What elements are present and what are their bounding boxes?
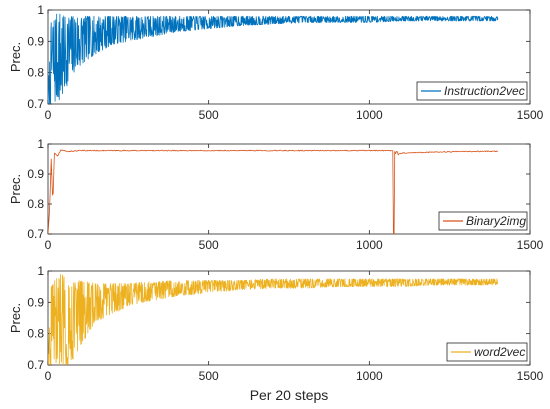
legend-label: Instruction2vec (444, 84, 525, 98)
chart-panel-1: 0 500 1000 1500 0.7 0.8 0.9 1 Prec. Instruction2v… (8, 3, 544, 122)
y-axis-label: Prec. (8, 42, 23, 72)
y-tick-label: 0.7 (27, 358, 44, 372)
series-line-binary2img (48, 149, 498, 234)
legend-box (416, 81, 528, 101)
x-tick-label: 500 (199, 369, 219, 383)
x-tick-label: 0 (45, 369, 52, 383)
y-axis-label: Prec. (8, 174, 23, 204)
chart-panel-2: 0 500 1000 1500 0.7 0.8 0.9 1 Prec. Binary2img (8, 137, 544, 252)
x-tick-label: 500 (199, 108, 219, 122)
legend-box (438, 211, 528, 231)
legend: Binary2img (438, 211, 528, 231)
y-tick-label: 1 (37, 137, 44, 151)
y-tick-label: 0.8 (27, 197, 44, 211)
chart-panel-3: 0 500 1000 1500 0.7 0.8 0.9 1 Prec. Per 20 steps w… (8, 264, 544, 403)
x-tick-label: 0 (45, 238, 52, 252)
x-tick-label: 1500 (517, 369, 544, 383)
legend-label: Binary2img (466, 214, 526, 228)
y-tick-label: 1 (37, 264, 44, 278)
x-tick-label: 1000 (356, 108, 383, 122)
y-tick-label: 0.7 (27, 97, 44, 111)
y-tick-label: 0.9 (27, 167, 44, 181)
x-tick-label: 1000 (356, 369, 383, 383)
y-tick-label: 0.8 (27, 66, 44, 80)
x-tick-label: 1000 (356, 238, 383, 252)
x-axis-label: Per 20 steps (250, 387, 329, 403)
y-tick-label: 0.9 (27, 295, 44, 309)
x-tick-label: 0 (45, 108, 52, 122)
y-tick-label: 0.9 (27, 34, 44, 48)
x-tick-label: 1500 (517, 108, 544, 122)
legend-label: word2vec (474, 345, 525, 359)
legend: Instruction2vec (416, 81, 528, 101)
y-axis-label: Prec. (8, 303, 23, 333)
y-tick-label: 0.7 (27, 227, 44, 241)
x-tick-label: 1500 (517, 238, 544, 252)
series-line-instruction2vec (48, 13, 499, 104)
y-tick-label: 0.8 (27, 327, 44, 341)
x-tick-label: 500 (199, 238, 219, 252)
y-tick-label: 1 (37, 3, 44, 17)
legend: word2vec (446, 342, 528, 362)
legend-box (446, 342, 528, 362)
series-line-word2vec (48, 274, 499, 365)
